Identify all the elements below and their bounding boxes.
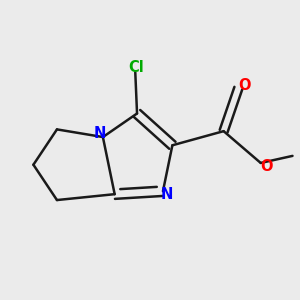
Text: N: N xyxy=(94,126,106,141)
Text: O: O xyxy=(238,78,250,93)
Text: N: N xyxy=(160,187,173,202)
Text: O: O xyxy=(260,159,273,174)
Text: Cl: Cl xyxy=(129,60,144,75)
